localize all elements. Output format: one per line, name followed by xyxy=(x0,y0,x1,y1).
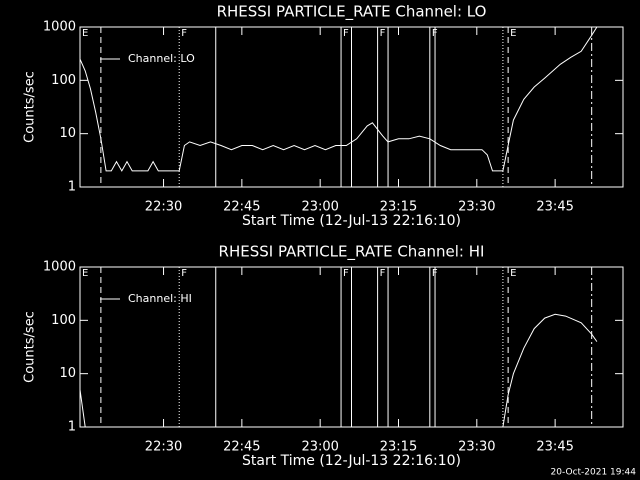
data-line xyxy=(79,26,598,172)
x-tick-label: 23:30 xyxy=(458,200,495,215)
y-axis-label: Counts/sec xyxy=(23,311,38,383)
event-flag: F xyxy=(432,268,438,279)
event-flag: F xyxy=(181,268,187,279)
x-tick-label: 23:45 xyxy=(536,440,573,455)
x-tick-label: 22:30 xyxy=(145,440,182,455)
y-tick-label: 100 xyxy=(51,313,76,328)
legend-label: Channel: HI xyxy=(128,292,192,305)
x-tick-label: 23:00 xyxy=(301,200,338,215)
y-tick-label: 10 xyxy=(59,126,76,141)
event-flag: F xyxy=(181,28,187,39)
chart-title: RHESSI PARTICLE_RATE Channel: LO xyxy=(217,3,487,22)
y-tick-label: 100 xyxy=(51,73,76,88)
event-flag: E xyxy=(82,28,88,39)
event-flag: F xyxy=(380,28,386,39)
x-tick-label: 23:15 xyxy=(380,200,417,215)
y-tick-label: 1000 xyxy=(43,20,76,35)
y-tick-label: 1 xyxy=(68,180,76,195)
x-tick-label: 23:00 xyxy=(301,440,338,455)
event-flag: F xyxy=(343,268,349,279)
x-tick-label: 22:45 xyxy=(223,200,260,215)
x-tick-label: 22:45 xyxy=(223,440,260,455)
x-tick-label: 23:15 xyxy=(380,440,417,455)
data-line xyxy=(79,313,598,428)
event-flag: F xyxy=(343,28,349,39)
y-axis-label: Counts/sec xyxy=(23,71,38,143)
event-flag: E xyxy=(510,268,516,279)
x-axis-label: Start Time (12-Jul-13 22:16:10) xyxy=(242,453,461,469)
x-tick-label: 23:45 xyxy=(536,200,573,215)
x-axis-label: Start Time (12-Jul-13 22:16:10) xyxy=(242,213,461,229)
x-tick-label: 22:30 xyxy=(145,200,182,215)
event-flag: F xyxy=(432,28,438,39)
chart-title: RHESSI PARTICLE_RATE Channel: HI xyxy=(219,243,485,262)
event-flag: F xyxy=(380,268,386,279)
legend-label: Channel: LO xyxy=(128,52,195,65)
y-tick-label: 10 xyxy=(59,366,76,381)
event-flag: E xyxy=(510,28,516,39)
y-tick-label: 1000 xyxy=(43,260,76,275)
footer: 20-Oct-2021 19:44 xyxy=(551,468,637,478)
event-flag: E xyxy=(82,268,88,279)
x-tick-label: 23:30 xyxy=(458,440,495,455)
y-tick-label: 1 xyxy=(68,420,76,435)
